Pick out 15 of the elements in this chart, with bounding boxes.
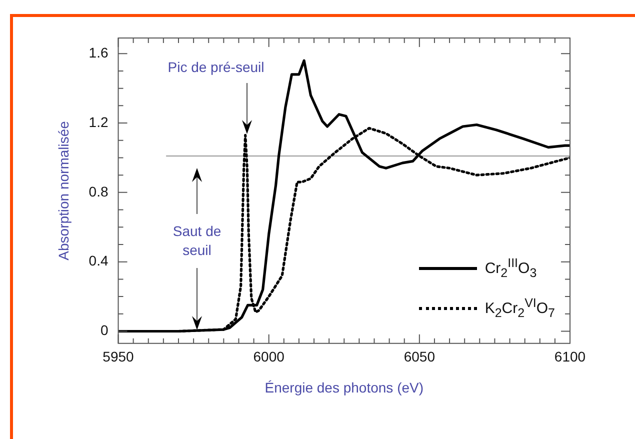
y-tick-label: 0 (100, 322, 108, 338)
annotation: Saut de seuil (172, 222, 222, 258)
annotation: Pic de pré-seuil (168, 58, 264, 75)
y-tick-label: 0.4 (88, 252, 108, 269)
legend-label: Cr$_{2}$$^{III}$O$_{3}$ (484, 256, 537, 280)
x-axis-title: Énergie des photons (eV) (264, 379, 424, 396)
y-tick-label: 1.2 (88, 114, 108, 130)
y-tick-label: 1.6 (88, 44, 108, 60)
x-tick-label: 6050 (404, 348, 436, 365)
x-tick-label: 6000 (253, 348, 285, 365)
y-tick-label: 0.8 (88, 183, 108, 200)
legend-label: K$_{2}$Cr$_{2}$$^{VI}$O$_{7}$ (484, 296, 555, 320)
x-tick-label: 6100 (554, 348, 586, 365)
x-tick-label: 5950 (102, 348, 134, 365)
y-axis-title: Absorption normalisée (55, 120, 72, 260)
